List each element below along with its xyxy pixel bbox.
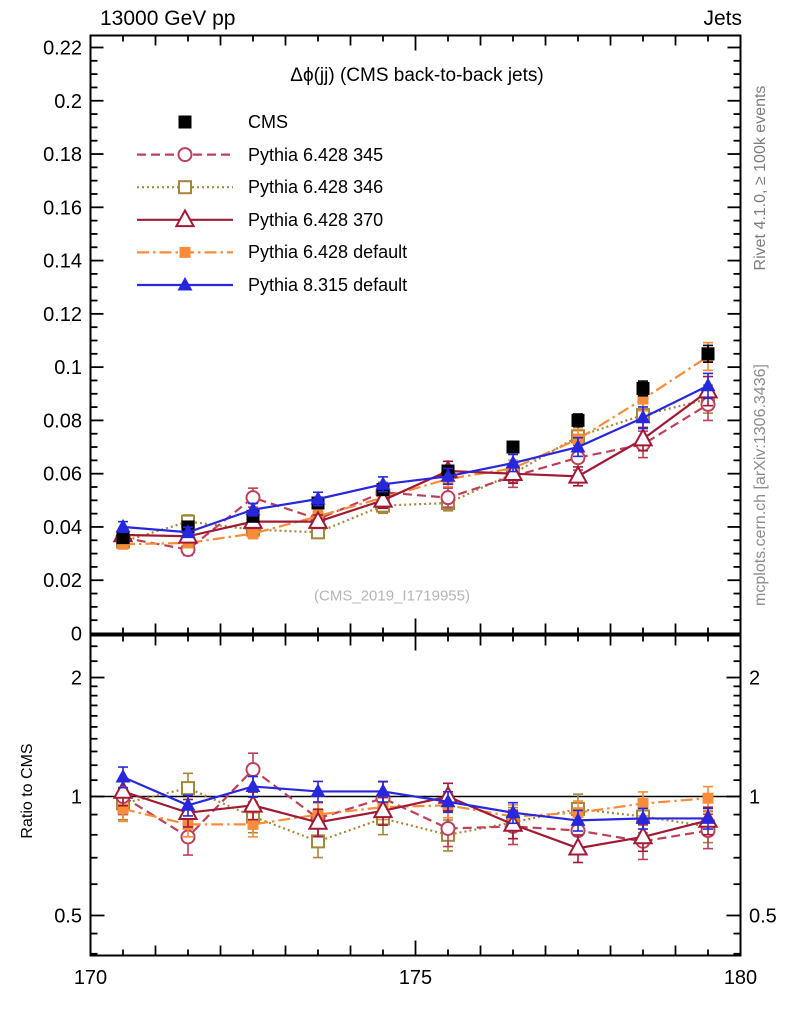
svg-text:0.5: 0.5 <box>749 905 777 927</box>
svg-text:0.22: 0.22 <box>43 37 82 59</box>
svg-text:175: 175 <box>399 967 432 989</box>
mcplots-reference-text: mcplots.cern.ch [arXiv:1306.3436] <box>752 364 769 606</box>
legend-label-pythia-6428-346: Pythia 6.428 346 <box>248 177 384 197</box>
series-pythia-8315-default <box>115 372 716 832</box>
legend-label-pythia-6428-default: Pythia 6.428 default <box>248 242 408 262</box>
observable-title: Δϕ(jj) (CMS back-to-back jets) <box>290 65 544 86</box>
legend-label-pythia-8315-default: Pythia 8.315 default <box>248 275 408 295</box>
axes: 0 0.02 0.04 0.06 0.08 0.1 0.12 0.14 0.16 0.18 0.2 0… <box>43 35 777 989</box>
analysis-id-watermark: (CMS_2019_I1719955) <box>314 587 470 605</box>
svg-text:0.06: 0.06 <box>43 464 82 486</box>
rivet-version-text: Rivet 4.1.0, ≥ 100k events <box>752 85 769 271</box>
svg-text:0: 0 <box>71 624 82 646</box>
svg-text:0.12: 0.12 <box>43 304 82 326</box>
legend-label-pythia-6428-345: Pythia 6.428 345 <box>248 145 384 165</box>
svg-text:0.04: 0.04 <box>43 517 82 539</box>
legend-label-pythia-6428-370: Pythia 6.428 370 <box>248 210 384 230</box>
process-title: Jets <box>703 7 742 30</box>
svg-text:0.14: 0.14 <box>43 251 82 273</box>
svg-text:0.1: 0.1 <box>54 357 82 379</box>
svg-text:1: 1 <box>749 787 760 809</box>
svg-text:0.18: 0.18 <box>43 144 82 166</box>
svg-text:2: 2 <box>749 668 760 690</box>
svg-text:0.5: 0.5 <box>54 905 82 927</box>
svg-text:0.2: 0.2 <box>54 91 82 113</box>
svg-text:2: 2 <box>71 668 82 690</box>
svg-text:0.16: 0.16 <box>43 197 82 219</box>
series-cms <box>116 344 715 545</box>
svg-text:0.02: 0.02 <box>43 570 82 592</box>
ratio-axis-label: Ratio to CMS <box>19 743 36 839</box>
svg-text:170: 170 <box>74 967 107 989</box>
svg-text:0.08: 0.08 <box>43 410 82 432</box>
beam-title: 13000 GeV pp <box>100 7 236 30</box>
svg-text:180: 180 <box>724 967 757 989</box>
legend-markers <box>137 115 233 291</box>
legend-label-cms: CMS <box>248 112 288 132</box>
svg-text:1: 1 <box>71 787 82 809</box>
